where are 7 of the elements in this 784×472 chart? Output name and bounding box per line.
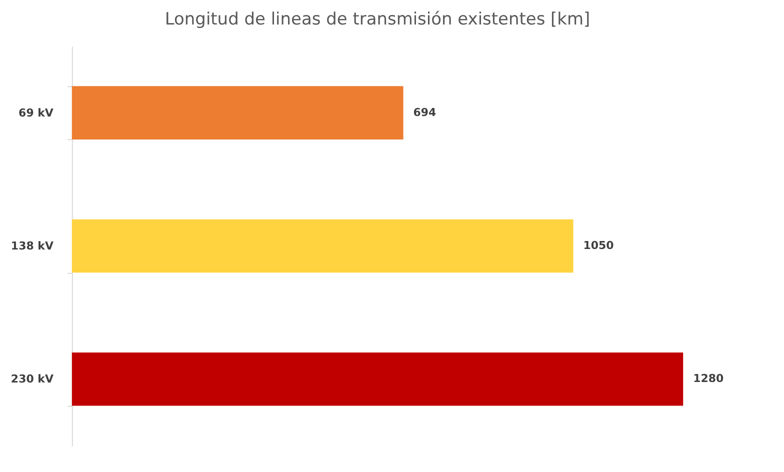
- data-label: 1050: [583, 238, 614, 252]
- data-label: 694: [413, 106, 437, 119]
- chart-title: Longitud de lineas de transmisión existentes [km]: [164, 9, 590, 30]
- y-tick-label: 230 kV: [10, 372, 54, 386]
- y-tick-label: 138 kV: [10, 239, 54, 252]
- data-label: 1280: [693, 372, 724, 386]
- y-tick-label: 69 kV: [18, 106, 54, 120]
